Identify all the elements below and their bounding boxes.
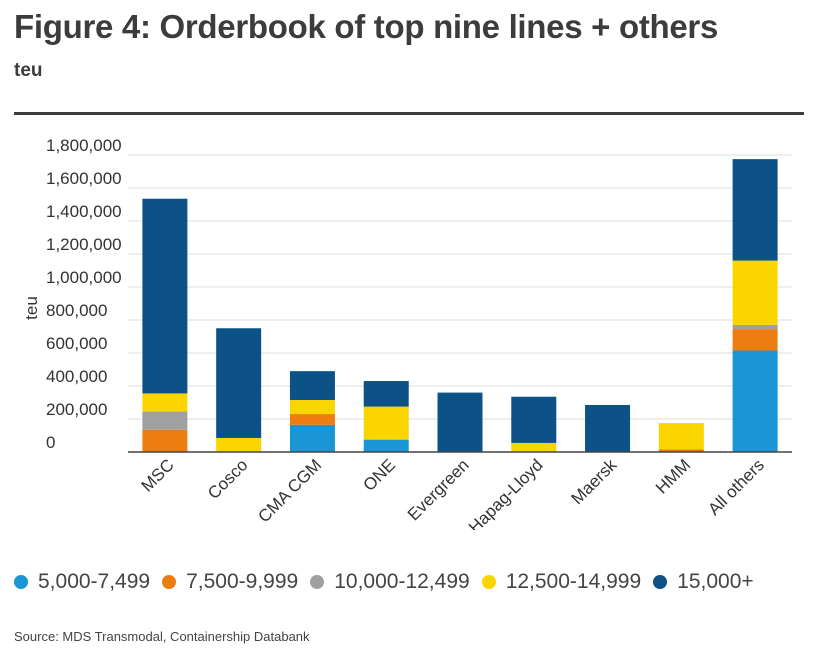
y-tick-label: 200,000 xyxy=(46,400,107,419)
bar-segment xyxy=(363,406,409,440)
x-tick-label: ONE xyxy=(360,455,399,494)
legend: 5,000-7,499 7,500-9,999 10,000-12,499 12,50… xyxy=(14,570,766,594)
bar-segment xyxy=(437,392,483,452)
y-tick-label: 0 xyxy=(46,433,55,452)
legend-label: 15,000+ xyxy=(677,570,754,593)
bar-segment xyxy=(289,400,335,415)
bar-segment xyxy=(289,424,335,452)
bar-segment xyxy=(732,324,778,330)
bar-segment xyxy=(216,437,262,452)
title-divider xyxy=(14,112,804,115)
x-tick-label: HMM xyxy=(652,455,694,497)
bar-segment xyxy=(585,404,631,452)
bar-segment xyxy=(142,411,188,430)
y-tick-label: 1,600,000 xyxy=(46,169,122,188)
bar-segment xyxy=(142,429,188,452)
stacked-bar-chart: 0 200,000 400,000 600,000 800,000 1,000,000 1,… xyxy=(22,136,792,530)
legend-swatch xyxy=(14,575,28,589)
bar-segment xyxy=(511,396,557,443)
bar-segment xyxy=(363,381,409,407)
x-tick-label: MSC xyxy=(138,455,178,495)
x-tick-label: Hapag-Lloyd xyxy=(465,455,547,530)
legend-item: 7,500-9,999 xyxy=(162,570,298,594)
bar-segment xyxy=(658,423,704,450)
y-tick-label: 1,400,000 xyxy=(46,202,122,221)
bar-segment xyxy=(142,198,188,394)
legend-item: 15,000+ xyxy=(653,570,754,594)
chart-title: Figure 4: Orderbook of top nine lines + … xyxy=(14,8,719,45)
chart-subtitle: teu xyxy=(14,60,43,81)
y-tick-label: 1,000,000 xyxy=(46,268,122,287)
legend-label: 10,000-12,499 xyxy=(334,570,470,593)
bar-segment xyxy=(732,350,778,452)
bar-segment xyxy=(732,329,778,351)
bar-segment xyxy=(142,393,188,412)
legend-swatch xyxy=(310,575,325,589)
bar-segment xyxy=(511,442,557,452)
y-tick-label: 1,200,000 xyxy=(46,235,122,254)
x-tick-label: Cosco xyxy=(204,455,252,503)
legend-item: 12,500-14,999 xyxy=(481,570,642,594)
x-tick-label: CMA CGM xyxy=(254,455,325,526)
legend-label: 7,500-9,999 xyxy=(186,570,299,593)
legend-swatch xyxy=(162,575,177,589)
legend-swatch xyxy=(481,575,496,589)
bar-segment xyxy=(732,159,778,261)
y-tick-label: 600,000 xyxy=(46,334,107,353)
legend-label: 12,500-14,999 xyxy=(505,570,642,593)
legend-item: 5,000-7,499 xyxy=(14,570,150,594)
legend-item: 10,000-12,499 xyxy=(310,570,470,594)
y-axis-title: teu xyxy=(22,296,41,320)
bar-segment xyxy=(289,414,335,425)
y-tick-label: 800,000 xyxy=(46,301,107,320)
bar-segment xyxy=(732,260,778,325)
bar-segment xyxy=(658,449,704,452)
x-tick-label: All others xyxy=(704,455,768,519)
legend-label: 5,000-7,499 xyxy=(38,570,151,593)
x-tick-label: Evergreen xyxy=(404,455,473,524)
bar-segment xyxy=(363,439,409,452)
bar-segment xyxy=(216,328,262,438)
x-tick-label: Maersk xyxy=(568,455,621,508)
y-tick-label: 1,800,000 xyxy=(46,136,122,155)
y-tick-label: 400,000 xyxy=(46,367,107,386)
source-note: Source: MDS Transmodal, Containership Da… xyxy=(14,629,310,644)
legend-swatch xyxy=(653,575,668,589)
bar-segment xyxy=(289,371,335,401)
